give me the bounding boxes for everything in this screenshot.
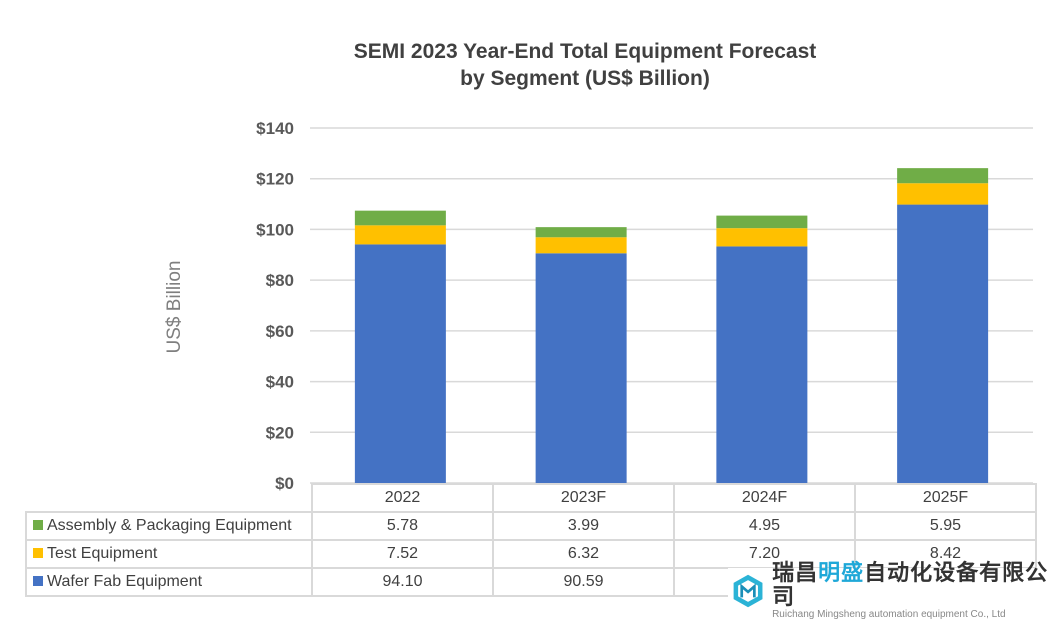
y-tick-label: $100 — [256, 220, 294, 239]
bar-segment — [897, 204, 989, 484]
legend-swatch-green — [33, 520, 43, 530]
table-row: Assembly & Packaging Equipment 5.78 3.99… — [25, 511, 1037, 541]
y-tick-label: $120 — [256, 170, 294, 189]
chart-title: SEMI 2023 Year-End Total Equipment Forec… — [250, 38, 920, 92]
category-label: 2022 — [311, 483, 494, 513]
bar-segment — [354, 210, 446, 226]
series-name: Wafer Fab Equipment — [47, 573, 203, 590]
table-header-row: 2022 2023F 2024F 2025F — [26, 483, 1037, 513]
watermark-subtext: Ruichang Mingsheng automation equipment … — [772, 608, 1006, 620]
watermark-text: 明盛 — [818, 559, 865, 585]
y-tick-label: $60 — [266, 322, 294, 341]
table-row: Test Equipment 7.52 6.32 7.20 8.42 — [25, 539, 1037, 569]
category-label: 2023F — [492, 483, 675, 513]
data-cell: 6.32 — [492, 539, 675, 569]
data-cell: 5.78 — [311, 511, 494, 541]
data-cell: 8.42 — [854, 539, 1037, 569]
y-tick-label: $80 — [266, 271, 294, 290]
category-label: 2025F — [854, 483, 1037, 513]
legend-swatch-yellow — [33, 548, 43, 558]
y-tick-label: $40 — [266, 373, 294, 392]
data-cell: 90.59 — [492, 567, 675, 597]
bar-segment — [897, 168, 989, 184]
series-name: Test Equipment — [47, 545, 158, 562]
bar-segment — [535, 227, 627, 238]
category-label: 2024F — [673, 483, 856, 513]
data-cell: 7.20 — [673, 539, 856, 569]
bar-segment — [716, 246, 808, 483]
bar-segment — [354, 244, 446, 483]
title-line-1: SEMI 2023 Year-End Total Equipment Forec… — [353, 40, 817, 63]
data-cell: 5.95 — [854, 511, 1037, 541]
data-table: 2022 2023F 2024F 2025F Assembly & Packag… — [25, 483, 1037, 597]
data-cell: 94.10 — [311, 567, 494, 597]
watermark-text: 瑞昌 — [772, 559, 819, 585]
bar-segment — [535, 237, 627, 254]
series-name: Assembly & Packaging Equipment — [47, 517, 292, 534]
bar-segment — [716, 215, 808, 229]
legend-swatch-blue — [33, 576, 43, 586]
watermark: 瑞昌明盛自动化设备有限公司 Ruichang Mingsheng automat… — [728, 560, 1056, 620]
bar-segment — [354, 225, 446, 245]
company-logo-icon — [733, 574, 763, 607]
watermark-text: 自动化设备有限公司 — [772, 559, 1049, 609]
data-cell: 4.95 — [673, 511, 856, 541]
data-cell: 3.99 — [492, 511, 675, 541]
title-line-2: by Segment (US$ Billion) — [460, 67, 710, 90]
y-tick-label: $140 — [256, 119, 294, 138]
data-cell: 7.52 — [311, 539, 494, 569]
bar-segment — [716, 228, 808, 247]
bar-segment — [897, 183, 989, 205]
bar-segment — [535, 253, 627, 483]
y-tick-label: $20 — [266, 423, 294, 442]
